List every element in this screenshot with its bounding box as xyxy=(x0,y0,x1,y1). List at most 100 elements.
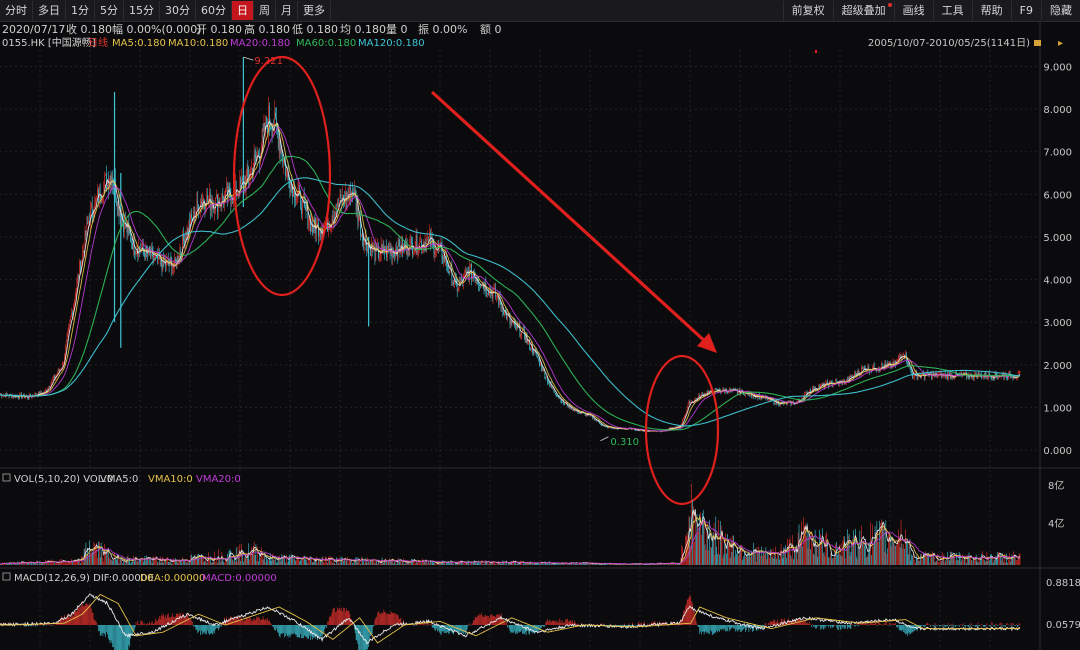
tab-period-8[interactable]: 周 xyxy=(254,1,276,20)
macd-bar xyxy=(235,617,236,625)
panel-toggle-icon[interactable] xyxy=(2,473,11,482)
volume-bar xyxy=(333,560,335,565)
volume-bar xyxy=(898,529,899,565)
volume-bar xyxy=(440,561,442,565)
candle-body xyxy=(194,215,196,222)
macd-bar xyxy=(872,623,874,625)
tool-tab-1[interactable]: 超级叠加 xyxy=(832,1,894,20)
tool-tab-6[interactable]: 隐藏 xyxy=(1041,1,1080,20)
volume-bar xyxy=(518,563,520,565)
candle-body xyxy=(643,431,644,432)
panel-toggle-icon[interactable] xyxy=(2,572,11,581)
volume-bar xyxy=(269,553,271,565)
macd-bar xyxy=(492,616,494,625)
volume-bar xyxy=(424,561,426,565)
volume-bar xyxy=(150,560,152,565)
volume-bar xyxy=(1007,562,1008,565)
macd-bar xyxy=(479,614,480,625)
tool-tab-5[interactable]: F9 xyxy=(1010,1,1041,20)
macd-bar xyxy=(260,619,262,625)
macd-bar xyxy=(195,625,197,630)
macd-bar xyxy=(672,622,674,625)
tab-period-6[interactable]: 60分 xyxy=(196,1,232,20)
candle-body xyxy=(103,183,105,198)
volume-bar xyxy=(985,560,987,565)
macd-bar xyxy=(854,625,855,627)
tool-tab-4[interactable]: 帮助 xyxy=(971,1,1011,20)
candle-body xyxy=(794,404,795,406)
candle-body xyxy=(226,187,227,189)
candle-body xyxy=(124,218,126,227)
candle-body xyxy=(170,259,172,262)
volume-bar xyxy=(396,560,398,565)
tab-period-2[interactable]: 1分 xyxy=(66,1,95,20)
candle-body xyxy=(477,281,479,283)
volume-bar xyxy=(617,563,619,565)
expand-icon[interactable]: ▸ xyxy=(1058,38,1063,49)
macd-bar xyxy=(608,625,609,628)
candle-body xyxy=(130,232,131,242)
macd-bar xyxy=(906,625,908,636)
macd-bar xyxy=(150,622,152,625)
tab-period-9[interactable]: 月 xyxy=(276,1,298,20)
macd-bar xyxy=(745,625,747,631)
volume-bar xyxy=(426,559,428,565)
macd-bar xyxy=(642,625,643,626)
candle-body xyxy=(115,178,116,199)
macd-bar xyxy=(606,625,607,626)
macd-bar xyxy=(501,618,503,625)
macd-bar xyxy=(995,623,997,625)
tab-period-3[interactable]: 5分 xyxy=(95,1,124,20)
macd-bar xyxy=(219,625,221,626)
volume-bar xyxy=(968,552,970,565)
volume-bar xyxy=(32,561,34,565)
macd-bar xyxy=(148,623,149,625)
macd-bar xyxy=(331,612,333,625)
info-avg: 均 0.180 xyxy=(340,23,386,36)
volume-bar xyxy=(694,513,696,565)
volume-bar xyxy=(957,560,959,565)
candle-body xyxy=(709,391,710,393)
tab-period-1[interactable]: 多日 xyxy=(33,1,66,20)
macd-bar xyxy=(739,625,741,630)
tab-period-5[interactable]: 30分 xyxy=(160,1,196,20)
candle-body xyxy=(18,397,20,399)
volume-bar xyxy=(592,563,593,565)
macd-bar xyxy=(284,625,285,638)
tab-period-4[interactable]: 15分 xyxy=(124,1,160,20)
tab-period-7[interactable]: 日 xyxy=(232,1,254,20)
tool-tab-2[interactable]: 画线 xyxy=(893,1,933,20)
volume-bar xyxy=(563,562,564,565)
tool-tab-3[interactable]: 工具 xyxy=(932,1,972,20)
candle-body xyxy=(117,200,119,210)
volume-bar xyxy=(147,557,148,565)
lock-icon[interactable] xyxy=(1034,40,1041,46)
candle-body xyxy=(469,266,471,280)
volume-bar xyxy=(763,553,765,565)
volume-bar xyxy=(195,554,197,565)
candle-body xyxy=(174,258,175,268)
candle-body xyxy=(239,177,241,197)
macd-bar xyxy=(498,614,500,625)
volume-bar xyxy=(496,563,497,565)
candle-body xyxy=(557,395,558,397)
candle-body xyxy=(521,331,522,337)
candle-body xyxy=(275,112,276,119)
volume-bar xyxy=(189,562,190,565)
volume-bar xyxy=(816,545,818,565)
macd-bar xyxy=(121,625,122,650)
tool-tab-0[interactable]: 前复权 xyxy=(782,1,833,20)
candle-body xyxy=(289,188,291,193)
volume-bar xyxy=(524,563,525,565)
candle-body xyxy=(533,348,535,354)
tab-period-10[interactable]: 更多 xyxy=(298,1,331,20)
macd-bar xyxy=(987,624,989,626)
volume-bar xyxy=(290,557,292,565)
volume-bar xyxy=(538,562,539,565)
candle-body xyxy=(105,173,106,176)
macd-bar xyxy=(438,625,439,631)
volume-bar xyxy=(608,563,609,565)
macd-bar xyxy=(554,620,556,625)
tab-period-0[interactable]: 分时 xyxy=(0,1,33,20)
